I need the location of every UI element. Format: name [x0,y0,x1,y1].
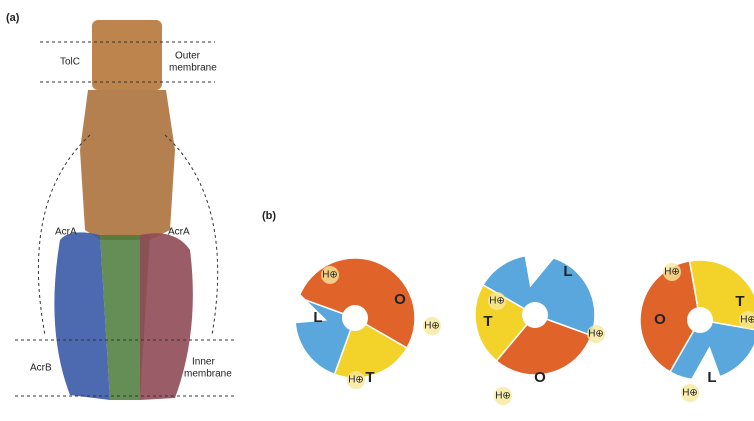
protomer-label: O [534,369,546,386]
central-pore [522,302,548,328]
proton-label: H⊕ [740,315,754,326]
proton-label: H⊕ [664,267,680,278]
figure: (a) TolC Outer membrane AcrA AcrA AcrB I… [0,0,754,416]
proton-label: H⊕ [348,375,364,386]
panel-label: (a) [6,12,20,24]
panel-label: (b) [262,210,276,222]
proton-label: H⊕ [489,296,505,307]
protomer-label: O [394,291,406,308]
protomer-label: T [365,369,374,386]
proton-label: H⊕ [682,388,698,399]
protomer-label: L [563,263,572,280]
protomer-label: L [707,369,716,386]
outer-membrane-label: Outer [175,51,201,62]
outer-membrane-label: membrane [169,63,217,74]
proton-label: H⊕ [495,391,511,402]
central-pore [687,307,713,333]
proton-label: H⊕ [424,321,440,332]
protomer-label: L [313,309,322,326]
inner-membrane-label: Inner [192,357,215,368]
proton-label: H⊕ [588,329,604,340]
proton-label: H⊕ [322,270,338,281]
acrb-label: AcrB [30,363,52,374]
central-pore [342,305,368,331]
acra-label: AcrA [55,227,77,238]
inner-membrane-label: membrane [184,369,232,380]
protomer-label: T [735,293,744,310]
protomer-label: T [483,313,492,330]
protomer-label: O [654,311,666,328]
tolc-label: TolC [60,57,80,68]
acra-label: AcrA [168,227,190,238]
